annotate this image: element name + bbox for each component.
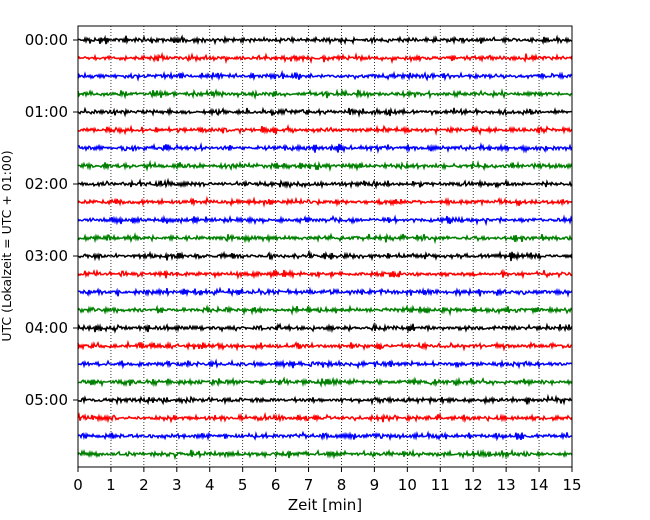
- x-tick-label-11: 11: [431, 476, 450, 494]
- trace-0415: [77, 339, 573, 352]
- x-tick-label-2: 2: [139, 476, 149, 494]
- x-axis-ticks: 0 1 2 3 4 5 6 7 8 9 10 11 12 13 14 15: [73, 467, 582, 494]
- trace-0445: [78, 376, 573, 388]
- y-tick-label-1: 01:00: [25, 103, 68, 121]
- plot-frame: [77, 25, 573, 468]
- trace-0345: [77, 304, 573, 317]
- x-tick-label-3: 3: [172, 476, 182, 494]
- x-tick-label-12: 12: [464, 476, 483, 494]
- trace-0200: [77, 177, 573, 190]
- x-tick-label-5: 5: [238, 476, 248, 494]
- x-tick-label-1: 1: [106, 476, 116, 494]
- trace-0145: [77, 159, 573, 172]
- y-tick-label-5: 05:00: [25, 391, 68, 409]
- x-tick-label-10: 10: [398, 476, 417, 494]
- trace-0215: [77, 195, 573, 208]
- x-tick-label-9: 9: [370, 476, 380, 494]
- x-tick-label-0: 0: [73, 476, 83, 494]
- trace-0315: [77, 268, 573, 280]
- trace-0045: [77, 88, 573, 100]
- x-tick-label-13: 13: [497, 476, 516, 494]
- trace-0100: [77, 106, 573, 118]
- y-tick-label-4: 04:00: [25, 319, 68, 337]
- x-tick-label-6: 6: [271, 476, 281, 494]
- plot-background: [78, 26, 572, 467]
- x-tick-label-14: 14: [530, 476, 549, 494]
- trace-0245: [77, 232, 573, 245]
- trace-0015: [77, 51, 573, 65]
- trace-0030: [77, 69, 573, 82]
- trace-0515: [77, 411, 573, 424]
- trace-0000: [77, 34, 573, 46]
- trace-0545: [77, 448, 573, 461]
- trace-0400: [77, 321, 573, 334]
- trace-0230: [77, 214, 573, 227]
- y-axis-ticks: 00:00 01:00 02:00 03:00 04:00 05:00: [25, 31, 78, 409]
- y-tick-label-0: 00:00: [25, 31, 68, 49]
- x-axis-label: Zeit [min]: [288, 496, 362, 514]
- y-axis-label: UTC (Lokalzeit = UTC + 01:00): [0, 150, 14, 341]
- trace-0430: [77, 358, 573, 370]
- trace-0130: [77, 141, 573, 154]
- x-tick-label-4: 4: [205, 476, 215, 494]
- trace-0115: [77, 123, 573, 137]
- y-tick-label-3: 03:00: [25, 247, 68, 265]
- y-tick-label-2: 02:00: [25, 175, 68, 193]
- x-tick-label-7: 7: [304, 476, 314, 494]
- x-tick-label-8: 8: [337, 476, 347, 494]
- x-tick-label-15: 15: [562, 476, 581, 494]
- trace-0330: [77, 286, 573, 298]
- trace-group: [77, 34, 573, 461]
- trace-0300: [77, 249, 573, 262]
- trace-0530: [77, 430, 573, 442]
- trace-0500: [77, 393, 573, 406]
